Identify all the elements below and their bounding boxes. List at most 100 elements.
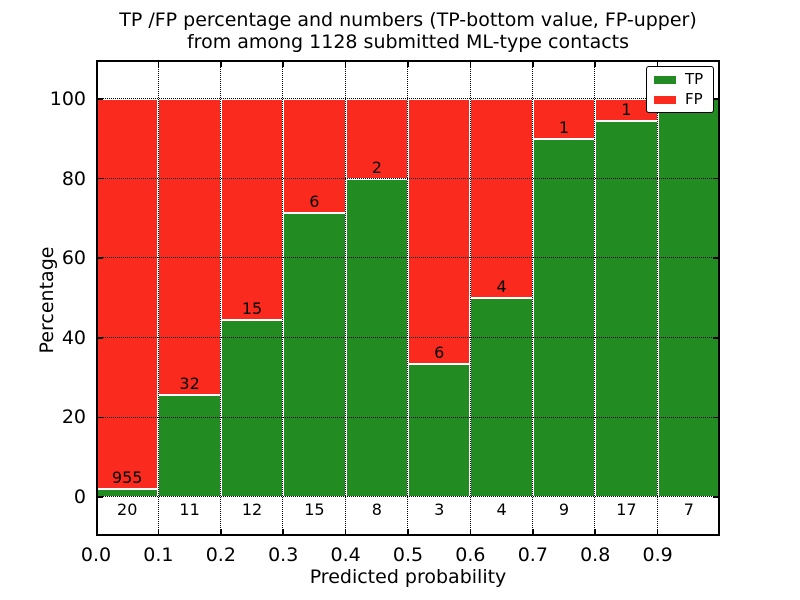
y-tick-left-100 bbox=[96, 98, 103, 100]
x-tick-bottom-0 bbox=[96, 529, 97, 536]
y-tick-label-0: 0 bbox=[73, 486, 86, 508]
fp-count-label-2: 15 bbox=[241, 299, 263, 319]
bar-segment-tp-5 bbox=[408, 364, 471, 497]
bar-segment-fp-3 bbox=[283, 99, 346, 213]
gridline-vertical-3 bbox=[282, 60, 284, 536]
gridline-vertical-1 bbox=[157, 60, 159, 536]
plot-area: TP FP 95520321115126152863441911707 bbox=[96, 60, 720, 536]
gridline-vertical-6 bbox=[469, 60, 471, 536]
x-tick-top-7 bbox=[532, 60, 534, 67]
x-tick-bottom-1 bbox=[157, 529, 160, 536]
tp-count-label-3: 15 bbox=[304, 500, 325, 519]
x-tick-top-5 bbox=[407, 60, 409, 67]
bar-segment-fp-7 bbox=[532, 99, 596, 139]
x-tick-label-0.1: 0.1 bbox=[143, 544, 174, 566]
x-tick-bottom-5 bbox=[407, 529, 409, 536]
bar-segment-fp-5 bbox=[408, 99, 471, 365]
bar-segment-tp-8 bbox=[595, 121, 658, 497]
x-tick-bottom-8 bbox=[594, 529, 596, 536]
tp-count-label-8: 17 bbox=[616, 500, 637, 519]
legend-label-fp: FP bbox=[685, 90, 703, 108]
fp-count-label-6: 4 bbox=[496, 277, 507, 296]
x-tick-bottom-7 bbox=[532, 529, 534, 536]
y-tick-left-40 bbox=[96, 337, 103, 339]
y-tick-right-20 bbox=[713, 416, 720, 419]
x-tick-top-6 bbox=[469, 60, 472, 67]
legend-item-fp: FP bbox=[654, 92, 713, 107]
x-tick-label-0.4: 0.4 bbox=[330, 544, 361, 566]
tp-count-label-0: 20 bbox=[117, 500, 138, 519]
y-tick-label-20: 20 bbox=[61, 406, 86, 429]
legend: TP FP bbox=[646, 66, 714, 113]
tp-count-label-6: 4 bbox=[496, 500, 507, 519]
x-tick-label-0.2: 0.2 bbox=[205, 544, 236, 566]
legend-label-tp: TP bbox=[685, 70, 704, 88]
gridline-vertical-4 bbox=[344, 60, 346, 536]
x-tick-bottom-3 bbox=[282, 529, 284, 536]
fp-count-label-3: 6 bbox=[309, 191, 320, 211]
x-tick-label-0.6: 0.6 bbox=[455, 544, 486, 566]
tp-count-label-2: 12 bbox=[241, 500, 263, 519]
y-tick-label-40: 40 bbox=[61, 326, 86, 349]
fp-count-label-4: 2 bbox=[371, 157, 382, 177]
x-tick-label-0.0: 0.0 bbox=[80, 544, 112, 566]
x-tick-label-0.8: 0.8 bbox=[580, 544, 611, 566]
tp-color-swatch bbox=[654, 75, 676, 84]
bar-segment-fp-0 bbox=[96, 99, 159, 489]
bar-segment-fp-2 bbox=[220, 99, 284, 321]
y-axis-label: Percentage bbox=[36, 246, 58, 354]
x-tick-label-0.9: 0.9 bbox=[642, 544, 673, 566]
gridline-vertical-9 bbox=[656, 60, 658, 536]
fp-count-label-0: 955 bbox=[111, 467, 143, 487]
x-tick-label-0.3: 0.3 bbox=[268, 544, 299, 566]
x-tick-bottom-2 bbox=[220, 529, 222, 536]
chart-title-line-2: from among 1128 submitted ML-type contac… bbox=[186, 31, 630, 53]
bar-segment-tp-9 bbox=[657, 99, 720, 497]
y-tick-left-60 bbox=[96, 257, 103, 259]
fp-count-label-8: 1 bbox=[621, 100, 632, 120]
x-tick-bottom-9 bbox=[656, 529, 659, 536]
y-tick-right-40 bbox=[713, 337, 720, 339]
gridline-vertical-7 bbox=[532, 60, 533, 536]
y-tick-label-60: 60 bbox=[61, 247, 86, 270]
bar-segment-tp-6 bbox=[470, 298, 533, 497]
y-tick-right-100 bbox=[713, 98, 720, 100]
bar-segment-tp-2 bbox=[220, 320, 284, 497]
y-tick-left-0 bbox=[96, 496, 103, 498]
x-tick-top-4 bbox=[344, 60, 347, 67]
tp-count-label-1: 11 bbox=[179, 500, 200, 519]
tp-count-label-4: 8 bbox=[371, 500, 382, 519]
fp-color-swatch bbox=[654, 95, 676, 104]
x-tick-top-8 bbox=[594, 60, 596, 67]
y-tick-left-80 bbox=[96, 177, 103, 180]
y-tick-right-0 bbox=[713, 496, 720, 498]
gridline-vertical-8 bbox=[594, 60, 596, 536]
x-tick-label-0.7: 0.7 bbox=[517, 544, 548, 566]
x-tick-top-9 bbox=[656, 60, 659, 67]
fp-count-label-7: 1 bbox=[558, 117, 570, 137]
bar-segment-fp-6 bbox=[470, 99, 533, 298]
y-tick-right-60 bbox=[713, 257, 720, 259]
x-tick-label-0.5: 0.5 bbox=[392, 544, 424, 566]
legend-item-tp: TP bbox=[654, 72, 713, 87]
x-tick-top-1 bbox=[157, 60, 160, 67]
y-tick-label-100: 100 bbox=[49, 88, 86, 110]
fp-count-label-5: 6 bbox=[434, 343, 445, 363]
chart-title-line-1: TP /FP percentage and numbers (TP-bottom… bbox=[119, 9, 697, 31]
bar-segment-tp-1 bbox=[158, 395, 221, 497]
chart-title: TP /FP percentage and numbers (TP-bottom… bbox=[96, 9, 720, 53]
bar-segment-tp-7 bbox=[532, 138, 596, 497]
y-tick-left-20 bbox=[96, 416, 103, 419]
x-tick-bottom-4 bbox=[344, 529, 347, 536]
y-tick-label-80: 80 bbox=[61, 167, 86, 190]
x-tick-top-3 bbox=[282, 60, 284, 67]
tp-count-label-7: 9 bbox=[558, 500, 570, 519]
tp-count-label-5: 3 bbox=[434, 500, 445, 519]
fp-count-label-1: 32 bbox=[179, 374, 200, 394]
bar-segment-fp-1 bbox=[158, 99, 221, 396]
x-tick-bottom-6 bbox=[469, 529, 472, 536]
gridline-vertical-5 bbox=[407, 60, 409, 536]
x-tick-top-0 bbox=[96, 60, 97, 67]
gridline-vertical-2 bbox=[220, 60, 221, 536]
